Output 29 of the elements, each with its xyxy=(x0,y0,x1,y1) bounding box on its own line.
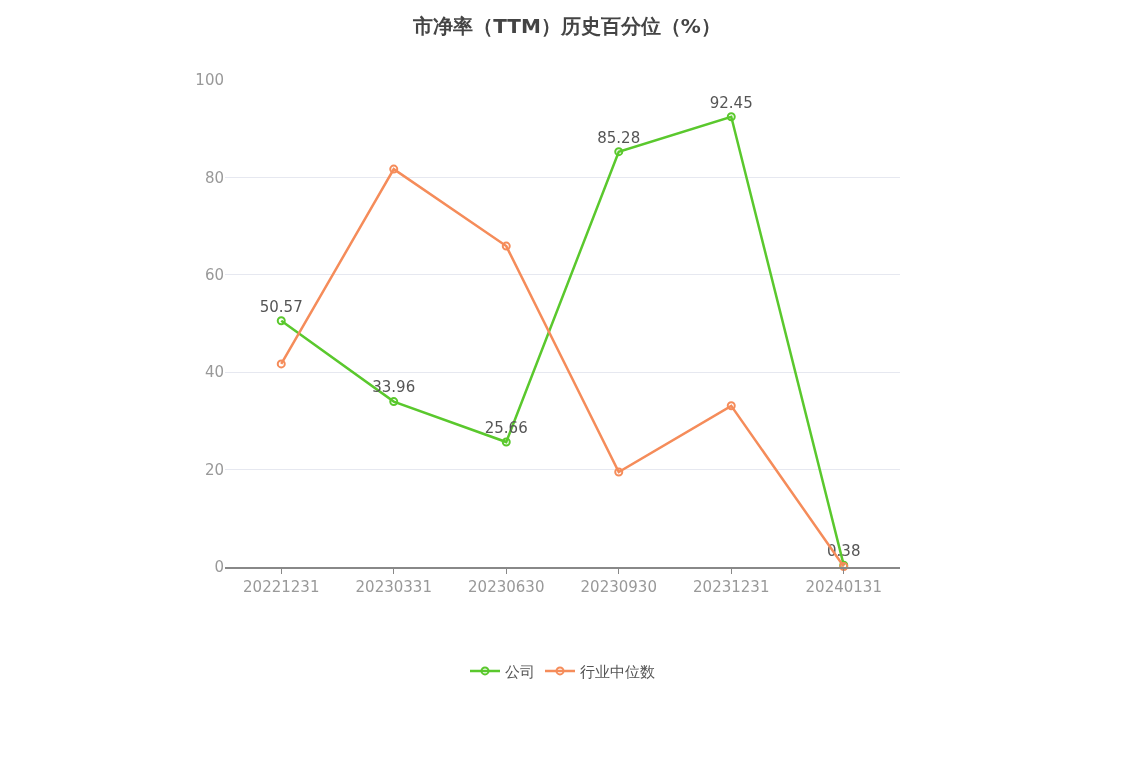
point xyxy=(389,164,399,174)
legend-label: 行业中位数 xyxy=(580,662,655,681)
point xyxy=(726,112,736,122)
data-label: 85.28 xyxy=(597,128,641,147)
x-tick-label: 20231231 xyxy=(693,577,770,596)
x-tick-label: 20230930 xyxy=(580,577,657,596)
data-label: 50.57 xyxy=(259,297,303,316)
data-label: 33.96 xyxy=(372,378,416,397)
chart-title: 市净率（TTM）历史百分位（%） xyxy=(412,14,721,39)
point xyxy=(614,147,624,157)
point xyxy=(501,241,511,251)
x-tick-label: 20230630 xyxy=(468,577,545,596)
x-tick-label: 20221231 xyxy=(243,577,320,596)
point xyxy=(614,467,624,477)
x-tick-label: 20230331 xyxy=(355,577,432,596)
y-tick-label: 40 xyxy=(204,363,224,382)
legend-label: 公司 xyxy=(505,662,535,681)
y-tick-label: 0 xyxy=(214,558,224,577)
data-label: 92.45 xyxy=(709,93,753,112)
y-tick-label: 20 xyxy=(204,460,224,479)
x-tick-label: 20240131 xyxy=(805,577,882,596)
y-tick-label: 80 xyxy=(204,168,224,187)
point xyxy=(501,437,511,447)
point xyxy=(276,359,286,369)
y-tick-label: 60 xyxy=(204,266,224,285)
y-tick-label: 100 xyxy=(195,71,224,90)
point xyxy=(389,397,399,407)
point xyxy=(726,401,736,411)
point xyxy=(276,316,286,326)
